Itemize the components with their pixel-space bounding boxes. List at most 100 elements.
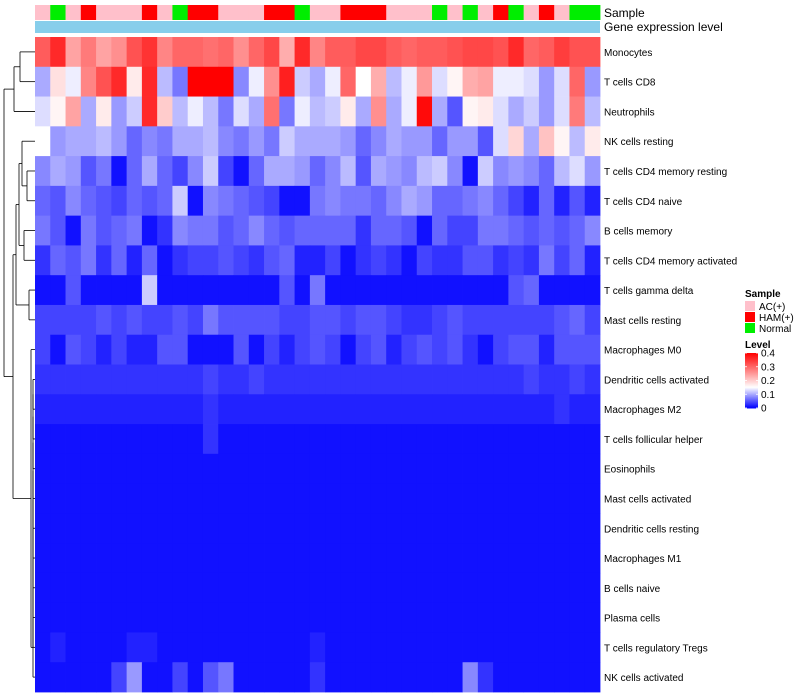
sample-cell <box>264 5 280 20</box>
heatmap-cell <box>309 304 326 336</box>
heatmap-cell <box>50 185 66 217</box>
heatmap-cell <box>493 185 509 217</box>
heatmap-cell <box>432 602 448 633</box>
heatmap-cell <box>126 394 143 425</box>
heatmap-cell <box>126 513 143 544</box>
heatmap-cell <box>65 215 82 246</box>
heatmap-cell <box>401 543 418 574</box>
heatmap-cell <box>432 334 448 365</box>
heatmap-cell <box>584 602 601 633</box>
heatmap-cell <box>432 572 448 604</box>
heatmap-cell <box>538 662 555 693</box>
heatmap-cell <box>126 543 143 574</box>
heatmap-cell <box>416 185 433 217</box>
heatmap-cell <box>248 662 265 693</box>
heatmap-cell <box>233 245 250 276</box>
heatmap-cell <box>111 483 128 514</box>
heatmap-cell <box>508 304 525 336</box>
heatmap-cell <box>554 483 570 514</box>
heatmap-cell <box>187 483 204 514</box>
heatmap-cell <box>370 215 387 246</box>
heatmap-cell <box>50 543 66 574</box>
heatmap-cell <box>111 572 128 604</box>
heatmap-cell <box>111 424 128 455</box>
sample-legend-label: HAM(+) <box>759 313 794 324</box>
heatmap-cell <box>386 304 402 336</box>
heatmap-cell <box>508 96 525 127</box>
heatmap-cell <box>279 394 295 425</box>
heatmap-cell <box>538 304 555 336</box>
heatmap-cell <box>340 334 357 365</box>
heatmap-cell <box>477 632 494 663</box>
sample-cell <box>401 5 418 20</box>
heatmap-cell <box>538 156 555 187</box>
heatmap-cell <box>172 37 189 68</box>
heatmap-cell <box>233 304 250 336</box>
heatmap-cell <box>309 483 326 514</box>
heatmap-cell <box>279 513 295 544</box>
heatmap-cell <box>111 662 128 693</box>
heatmap-cell <box>508 632 525 663</box>
heatmap-cell <box>386 453 402 484</box>
heatmap-cell <box>584 66 601 97</box>
heatmap-cell <box>157 126 173 157</box>
heatmap-cell <box>493 513 509 544</box>
heatmap-cell <box>493 453 509 484</box>
heatmap-cell <box>141 66 158 97</box>
heatmap-cell <box>325 126 341 157</box>
heatmap-cell <box>279 245 295 276</box>
heatmap-cell <box>96 334 112 365</box>
heatmap-cell <box>233 96 250 127</box>
row-label: Monocytes <box>604 48 652 59</box>
heatmap-cell <box>432 126 448 157</box>
heatmap-cell <box>325 364 341 395</box>
heatmap-cell <box>294 66 311 97</box>
heatmap-cell <box>187 66 204 97</box>
heatmap-cell <box>355 513 372 544</box>
heatmap-cell <box>294 394 311 425</box>
heatmap-cell <box>508 66 525 97</box>
heatmap-cell <box>80 37 97 68</box>
heatmap-cell <box>172 424 189 455</box>
heatmap-cell <box>279 215 295 246</box>
heatmap-cell <box>264 513 280 544</box>
heatmap-cell <box>65 96 82 127</box>
heatmap-cell <box>462 66 479 97</box>
heatmap-cell <box>248 96 265 127</box>
heatmap-cell <box>554 304 570 336</box>
heatmap-cell <box>386 215 402 246</box>
heatmap-cell <box>477 156 494 187</box>
heatmap-cell <box>447 364 463 395</box>
row-label: T cells CD4 naive <box>604 197 683 208</box>
heatmap-cell <box>264 602 280 633</box>
row-label: Dendritic cells activated <box>604 375 709 386</box>
heatmap-cell <box>462 37 479 68</box>
heatmap-cell <box>508 453 525 484</box>
heatmap-cell <box>172 364 189 395</box>
sample-cell <box>187 5 204 20</box>
heatmap-cell <box>401 156 418 187</box>
heatmap-cell <box>401 572 418 604</box>
level-colorbar-segment <box>745 383 758 386</box>
heatmap-cell <box>401 662 418 693</box>
heatmap-cell <box>554 275 570 306</box>
heatmap-cell <box>218 483 234 514</box>
heatmap-cell <box>554 185 570 217</box>
level-colorbar-segment <box>745 399 758 401</box>
row-label: T cells gamma delta <box>604 286 694 297</box>
heatmap-cell <box>248 453 265 484</box>
sample-cell <box>218 5 234 20</box>
heatmap-cell <box>523 37 540 68</box>
heatmap-cell <box>157 513 173 544</box>
heatmap-cell <box>355 245 372 276</box>
row-label: T cells CD4 memory activated <box>604 256 737 267</box>
heatmap-cell <box>355 453 372 484</box>
heatmap-cell <box>111 513 128 544</box>
heatmap-cell <box>50 126 66 157</box>
heatmap-cell <box>96 245 112 276</box>
heatmap-cell <box>157 304 173 336</box>
sample-cell <box>111 5 128 20</box>
heatmap-cell <box>401 215 418 246</box>
heatmap-cell <box>65 632 82 663</box>
heatmap-cell <box>233 126 250 157</box>
